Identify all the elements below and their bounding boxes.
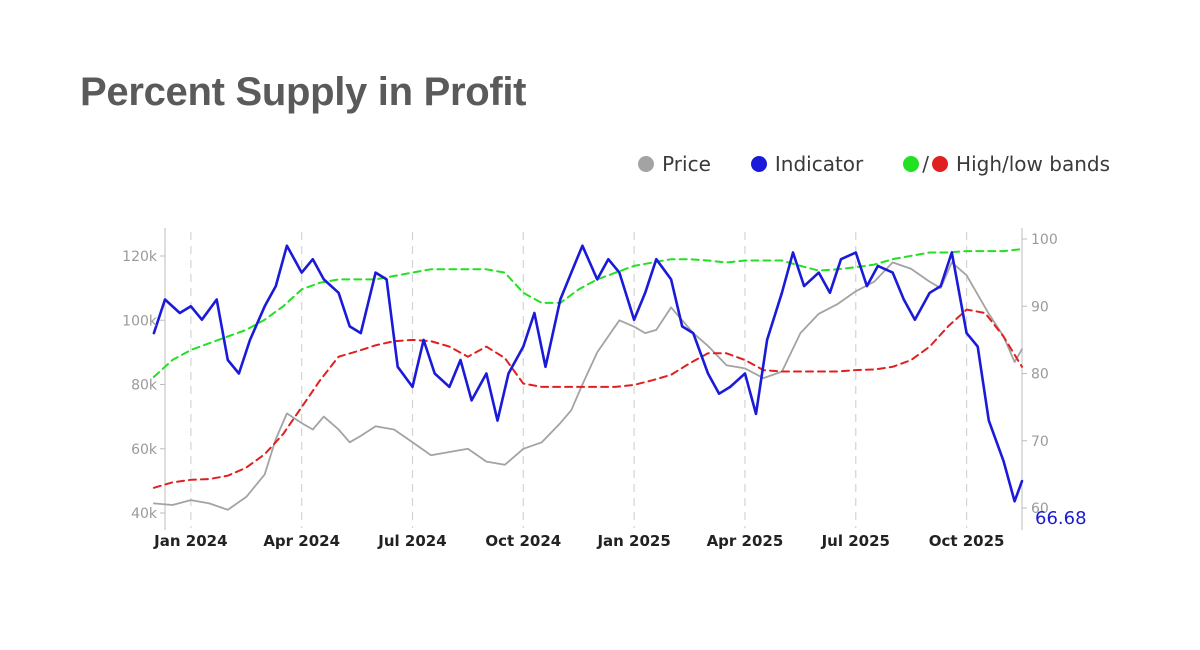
price-dot-icon [638, 156, 655, 172]
legend-indicator-label: Indicator [774, 152, 864, 176]
x-tick-label: Apr 2024 [263, 532, 340, 550]
x-tick-label: Jul 2024 [377, 532, 446, 550]
x-tick-label: Jan 2025 [596, 532, 670, 550]
y-left-tick-label: 40k [131, 506, 158, 522]
x-tick-label: Oct 2025 [929, 532, 1005, 550]
y-right-tick-label: 80 [1031, 367, 1049, 383]
bands-slash: / [922, 152, 930, 176]
series-lines [152, 244, 1024, 511]
series-high-band-line [152, 248, 1023, 378]
legend-item-price[interactable]: Price [638, 152, 711, 176]
last-value-label: 66.68 [1035, 508, 1087, 529]
x-tick-label: Oct 2024 [485, 532, 561, 550]
axes [160, 228, 1027, 530]
legend-price-label: Price [662, 152, 711, 176]
page-title: Percent Supply in Profit [80, 70, 527, 114]
x-tick-label: Apr 2025 [707, 532, 784, 550]
low-band-dot-icon [932, 156, 949, 172]
series-low-band-line [152, 308, 1023, 489]
chart-legend: Price Indicator / High/low bands [638, 152, 1110, 176]
legend-item-bands[interactable]: / High/low bands [903, 152, 1110, 176]
legend-item-indicator[interactable]: Indicator [750, 152, 864, 176]
series-price-line [152, 261, 1023, 511]
tick-labels: Jan 2024 Apr 2024 Jul 2024 Oct 2024 Jan 2025… [122, 232, 1086, 550]
legend-bands-label: High/low bands [956, 152, 1110, 176]
y-right-tick-label: 90 [1031, 299, 1049, 315]
indicator-dot-icon [750, 156, 767, 172]
y-right-tick-label: 60 [1031, 501, 1049, 517]
y-right-tick-label: 100 [1031, 232, 1058, 248]
y-left-tick-label: 100k [122, 313, 158, 329]
series-indicator-line [152, 244, 1024, 503]
x-tick-label: Jul 2025 [821, 532, 890, 550]
grid-lines [190, 232, 968, 528]
y-left-tick-label: 120k [122, 249, 158, 265]
y-left-tick-label: 60k [131, 442, 158, 458]
y-right-tick-label: 70 [1031, 434, 1049, 450]
high-band-dot-icon [903, 156, 920, 172]
bands-dots: / [903, 152, 949, 176]
x-tick-label: Jan 2024 [153, 532, 227, 550]
y-left-tick-label: 80k [131, 378, 158, 394]
